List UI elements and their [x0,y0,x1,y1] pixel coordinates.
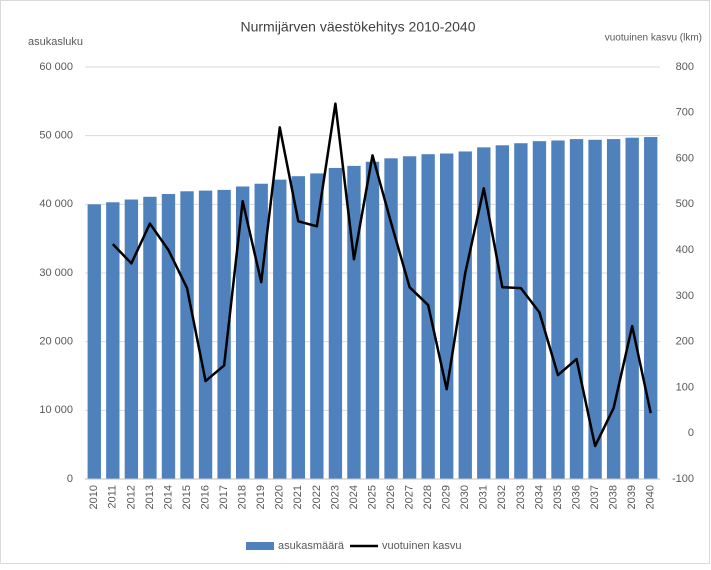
bar [87,204,101,480]
bar [180,191,194,479]
x-tick-label: 2032 [496,485,508,509]
y-axis-title: asukasluku [28,36,83,48]
x-tick-label: 2035 [552,485,564,509]
x-tick-label: 2033 [515,485,527,509]
x-tick-label: 2031 [478,485,490,509]
x-tick-label: 2016 [199,485,211,509]
y2-tick-label: 700 [676,107,694,119]
chart-title: Nurmijärven väestökehitys 2010-2040 [240,19,475,35]
x-tick-label: 2012 [125,485,137,509]
bar [606,139,621,479]
bar [458,151,472,479]
x-tick-label: 2034 [533,485,545,509]
bar [143,196,157,479]
bar [217,189,231,479]
x-tick-label: 2037 [589,485,601,509]
bar [310,173,324,479]
bar [625,137,639,479]
x-tick-label: 2010 [88,485,100,509]
y-tick-label: 30 000 [39,267,73,279]
y2-tick-label: 500 [676,198,694,210]
bar [402,156,417,479]
x-tick-label: 2030 [459,485,471,509]
bar [514,143,528,479]
bar [365,161,380,479]
x-tick-label: 2022 [311,485,323,509]
x-tick-label: 2015 [181,485,193,509]
y-tick-label: 20 000 [39,336,73,348]
x-tick-label: 2029 [441,485,453,509]
y2-tick-label: 200 [676,336,694,348]
y2-tick-label: 100 [676,381,694,393]
legend-label: asukasmäärä [278,540,345,552]
x-tick-label: 2024 [348,485,360,509]
x-tick-label: 2039 [626,485,638,509]
x-tick-label: 2013 [144,485,156,509]
x-tick-label: 2038 [608,485,620,509]
bar [421,154,435,479]
bar [569,139,584,479]
bar [644,137,658,480]
y2-axis-title: vuotuinen kasvu (lkm) [605,33,702,44]
x-tick-label: 2017 [218,485,230,509]
y2-tick-label: 300 [676,290,694,302]
bar [254,183,268,479]
x-tick-label: 2027 [404,485,416,509]
bar [106,202,120,480]
bar [551,140,565,479]
x-tick-label: 2023 [329,485,341,509]
bar [291,176,305,479]
bar [235,186,250,480]
y2-tick-label: 0 [688,427,694,439]
bar [495,145,510,479]
x-tick-label: 2025 [366,485,378,509]
bar [124,199,139,479]
y-tick-label: 50 000 [39,130,73,142]
bar [588,139,602,479]
x-tick-label: 2036 [570,485,582,509]
bar [198,190,213,479]
y2-tick-label: 600 [676,152,694,164]
y2-tick-label: 400 [676,244,694,256]
y-tick-label: 0 [67,473,73,485]
x-tick-label: 2014 [162,485,174,509]
x-tick-label: 2011 [107,485,119,509]
x-tick-label: 2028 [422,485,434,509]
x-tick-label: 2020 [274,485,286,509]
bar [532,141,547,479]
x-tick-label: 2018 [237,485,249,509]
legend-label: vuotuinen kasvu [382,540,462,552]
bar [273,179,287,479]
x-tick-label: 2040 [645,485,657,509]
bar [161,194,176,480]
line [111,102,652,448]
bar [477,147,491,479]
bar [440,153,454,479]
legend-swatch [246,542,274,550]
y2-tick-label: -100 [672,473,694,485]
x-tick-label: 2021 [292,485,304,509]
x-tick-label: 2026 [385,485,397,509]
y-tick-label: 10 000 [39,404,73,416]
y2-tick-label: 800 [676,61,694,73]
y-tick-label: 40 000 [39,198,73,210]
y-tick-label: 60 000 [39,61,73,73]
x-tick-label: 2019 [255,485,267,509]
bar [328,167,343,479]
